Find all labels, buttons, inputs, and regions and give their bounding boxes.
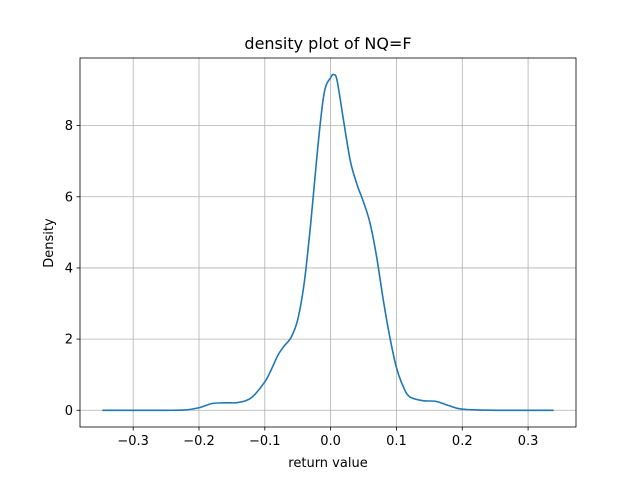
x-tick-label: −0.3 [117, 434, 149, 449]
x-tick-label: 0.3 [518, 434, 539, 449]
x-tick-label: 0.1 [386, 434, 407, 449]
x-axis-ticks: −0.3 −0.2 −0.1 0.0 0.1 0.2 0.3 [117, 427, 538, 449]
x-gridlines [132, 58, 529, 427]
density-series [102, 73, 554, 412]
plot-area [80, 58, 576, 427]
x-tick-label: −0.1 [249, 434, 281, 449]
y-axis-label: Density [42, 218, 57, 268]
x-tick-label: −0.2 [183, 434, 215, 449]
axes-frame [79, 57, 577, 428]
density-line [102, 73, 554, 412]
y-tick-label: 2 [65, 333, 73, 348]
y-tick-label: 6 [65, 190, 73, 205]
y-tick-label: 8 [65, 119, 73, 134]
y-tick-label: 4 [65, 261, 73, 276]
x-tick-label: 0.2 [452, 434, 473, 449]
chart-title: density plot of NQ=F [244, 34, 411, 53]
x-tick-label: 0.0 [320, 434, 341, 449]
y-axis-ticks: 0 2 4 6 8 [65, 119, 80, 419]
x-axis-label: return value [288, 456, 367, 471]
y-tick-label: 0 [65, 404, 73, 419]
